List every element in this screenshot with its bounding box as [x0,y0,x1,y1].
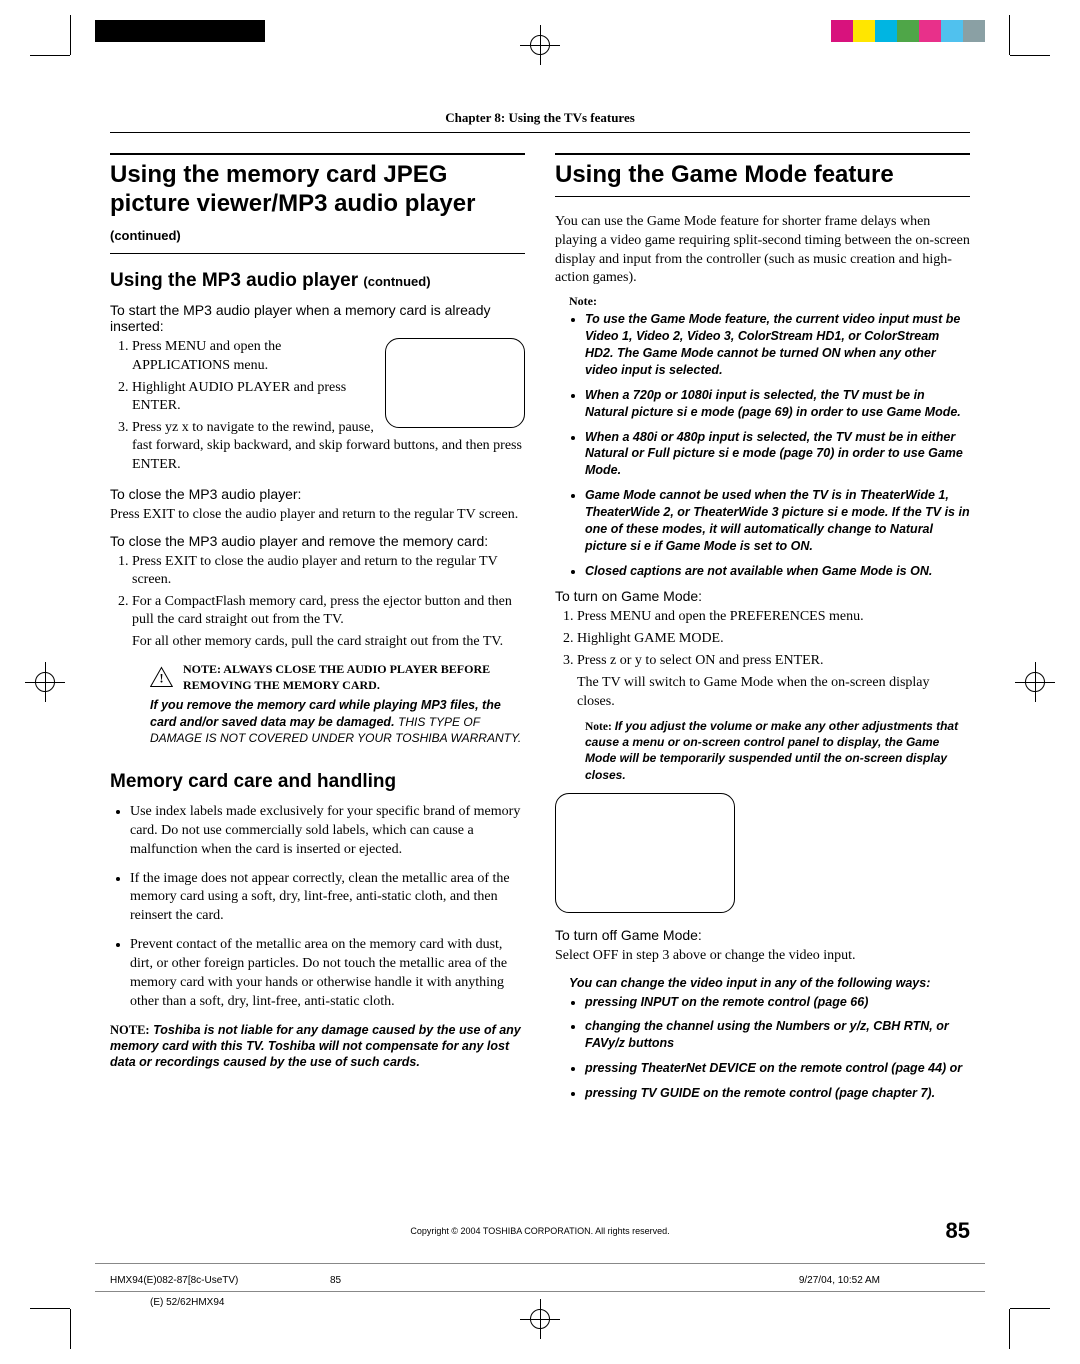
crop-mark [30,1308,70,1309]
svg-text:!: ! [159,672,163,686]
right-column: Using the Game Mode feature You can use … [555,153,970,1206]
lead-close: To close the MP3 audio player: [110,486,525,502]
note-item: When a 720p or 1080i input is selected, … [585,387,970,421]
lead-turn-on: To turn on Game Mode: [555,588,970,604]
change-item: changing the channel using the Numbers o… [585,1018,970,1052]
change-item: pressing TheaterNet DEVICE on the remote… [585,1060,970,1077]
change-lead: You can change the video input in any of… [569,976,970,990]
note-label: Note: [569,294,970,309]
note-item: Closed captions are not available when G… [585,563,970,580]
end-note-label: NOTE: [110,1023,150,1037]
heading-jpeg-mp3: Using the memory card JPEG picture viewe… [110,153,525,254]
footer-filename: HMX94(E)082-87[8c-UseTV) [110,1275,238,1286]
care-item: Use index labels made exclusively for yo… [130,803,525,860]
black-bar [95,20,265,42]
footer-page: 85 [330,1275,341,1286]
step: Press z or y to select ON and press ENTE… [577,652,970,670]
step: Press MENU and open the PREFERENCES menu… [577,608,970,626]
lead-close-remove: To close the MP3 audio player and remove… [110,533,525,549]
game-mode-intro: You can use the Game Mode feature for sh… [555,213,970,289]
footer-timestamp: 9/27/04, 10:52 AM [799,1275,880,1286]
care-item: Prevent contact of the metallic area on … [130,936,525,1012]
change-input-list: pressing INPUT on the remote control (pa… [585,994,970,1102]
lead-start: To start the MP3 audio player when a mem… [110,302,525,334]
care-item: If the image does not appear correctly, … [130,870,525,927]
note-item: When a 480i or 480p input is selected, t… [585,429,970,480]
heading-text: Using the memory card JPEG picture viewe… [110,161,475,217]
crop-mark [70,1309,71,1349]
turn-off-body: Select OFF in step 3 above or change the… [555,947,970,966]
screenshot-placeholder [555,793,735,913]
page-body: Chapter 8: Using the TVs features Using … [110,110,970,1244]
crop-mark [1010,1308,1050,1309]
crop-mark [30,55,70,56]
note-item: Game Mode cannot be used when the TV is … [585,487,970,555]
subheading-text: Using the MP3 audio player [110,270,358,291]
crop-mark [70,15,71,55]
warning-triangle-icon: ! [150,662,173,692]
inline-note-label: Note: [585,721,612,733]
close-instruction: Press EXIT to close the audio player and… [110,506,525,525]
subheading-mp3: Using the MP3 audio player (contnued) [110,270,525,292]
step: Highlight GAME MODE. [577,630,970,648]
subheading-care: Memory card care and handling [110,771,525,793]
subheading-cont: (contnued) [363,274,430,289]
change-item: pressing INPUT on the remote control (pa… [585,994,970,1011]
change-item: pressing TV GUIDE on the remote control … [585,1085,970,1102]
warning-body: If you remove the memory card while play… [150,697,525,746]
heading-game-mode: Using the Game Mode feature [555,153,970,197]
crop-mark [1009,15,1010,55]
footer-rule [95,1263,985,1264]
step: For a CompactFlash memory card, press th… [132,593,525,629]
end-note-body: Toshiba is not liable for any damage cau… [110,1023,521,1070]
crop-mark [1009,1309,1010,1349]
divider [110,132,970,133]
footer-rule [95,1291,985,1292]
crop-mark [1010,55,1050,56]
warning-block: ! NOTE: ALWAYS CLOSE THE AUDIO PLAYER BE… [150,662,525,693]
note-item: To use the Game Mode feature, the curren… [585,311,970,379]
care-list: Use index labels made exclusively for yo… [130,803,525,1012]
page-number: 85 [110,1218,970,1244]
screenshot-placeholder [385,338,525,428]
inline-note-body: If you adjust the volume or make any oth… [585,719,958,782]
lead-turn-off: To turn off Game Mode: [555,927,970,943]
registration-mark [30,667,60,697]
game-mode-notes: To use the Game Mode feature, the curren… [585,311,970,579]
heading-cont: (continued) [110,228,181,243]
end-note: NOTE: Toshiba is not liable for any dama… [110,1022,525,1071]
footer-code: (E) 52/62HMX94 [150,1297,224,1308]
other-cards-note: For all other memory cards, pull the car… [132,633,525,652]
registration-mark [525,30,555,60]
registration-mark [1020,667,1050,697]
chapter-header: Chapter 8: Using the TVs features [110,110,970,126]
registration-mark [525,1304,555,1334]
step: Press EXIT to close the audio player and… [132,553,525,589]
steps-close-remove: Press EXIT to close the audio player and… [132,553,525,630]
steps-turn-on: Press MENU and open the PREFERENCES menu… [577,608,970,671]
turn-on-result: The TV will switch to Game Mode when the… [577,674,970,712]
warning-title: NOTE: ALWAYS CLOSE THE AUDIO PLAYER BEFO… [183,662,525,693]
color-bar [831,20,985,42]
left-column: Using the memory card JPEG picture viewe… [110,153,525,1206]
inline-note: Note: If you adjust the volume or make a… [585,718,970,783]
